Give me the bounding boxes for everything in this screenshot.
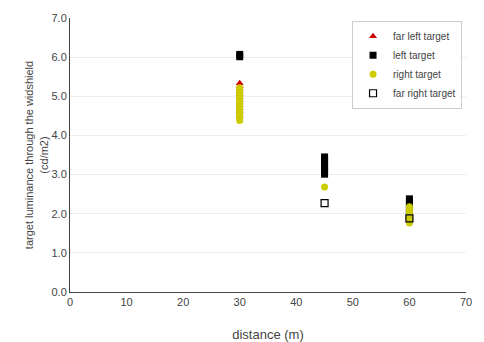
svg-text:0: 0 [67,296,73,308]
svg-text:30: 30 [234,296,246,308]
svg-text:1.0: 1.0 [52,247,67,259]
svg-text:6.0: 6.0 [52,51,67,63]
svg-text:20: 20 [177,296,189,308]
svg-text:2.0: 2.0 [52,208,67,220]
svg-text:left target: left target [393,50,435,61]
svg-text:60: 60 [403,296,415,308]
svg-text:5.0: 5.0 [52,90,67,102]
svg-text:right target: right target [393,69,441,80]
svg-text:10: 10 [120,296,132,308]
svg-text:distance (m): distance (m) [232,327,304,342]
svg-text:40: 40 [290,296,302,308]
svg-text:70: 70 [460,296,472,308]
svg-text:4.0: 4.0 [52,129,67,141]
svg-text:0.0: 0.0 [52,286,67,298]
svg-text:far right target: far right target [393,88,455,99]
svg-text:target luminance through the w: target luminance through the widshield(c… [23,61,49,249]
svg-text:far left target: far left target [393,31,449,42]
svg-text:7.0: 7.0 [52,12,67,24]
svg-text:3.0: 3.0 [52,168,67,180]
svg-text:50: 50 [347,296,359,308]
